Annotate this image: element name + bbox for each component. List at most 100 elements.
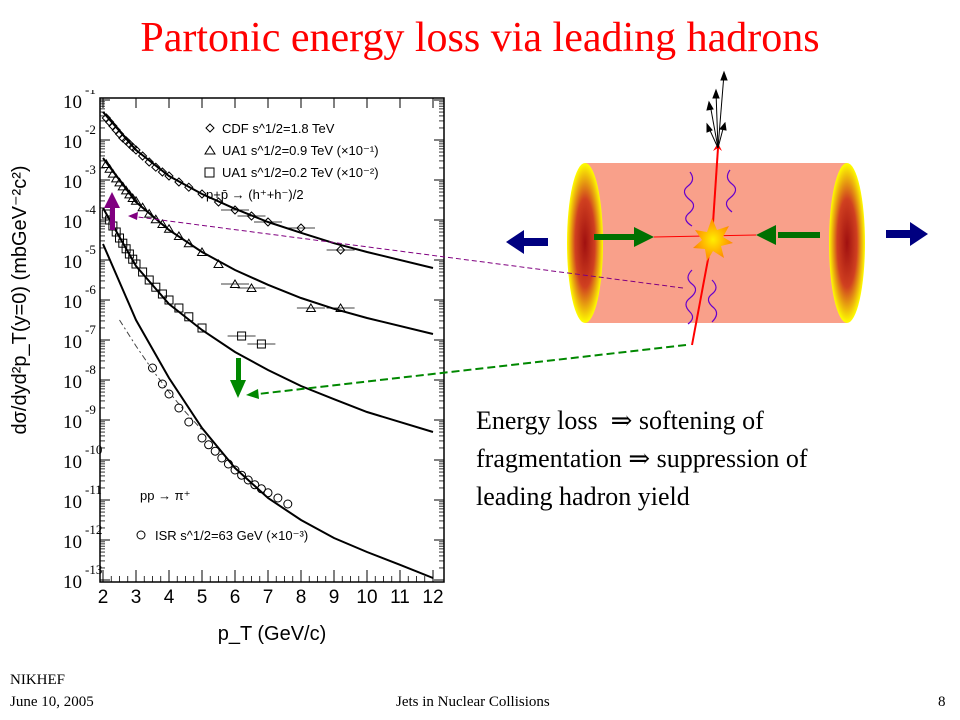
gluon-lower-right bbox=[707, 279, 718, 323]
isr-point bbox=[217, 453, 227, 463]
legend: CDF s^1/2=1.8 TeV UA1 s^1/2=0.9 TeV (×10… bbox=[136, 121, 379, 543]
x-axis-ticks: 2 3 4 5 6 7 8 9 10 11 12 bbox=[98, 98, 444, 608]
collision-illustration bbox=[506, 70, 928, 346]
y-tick-exponent: -1 bbox=[85, 90, 96, 97]
ua1-02-point bbox=[121, 244, 131, 254]
x-tick-label: 12 bbox=[422, 587, 443, 608]
legend-isr: ISR s^1/2=63 GeV (×10⁻³) bbox=[155, 528, 308, 543]
x-tick-label: 2 bbox=[98, 587, 109, 608]
ua1-09-point bbox=[130, 195, 142, 205]
legend-cdf: CDF s^1/2=1.8 TeV bbox=[222, 121, 335, 136]
y-tick-base: 10 bbox=[63, 252, 82, 273]
implies-symbol-1: ⇒ bbox=[610, 406, 633, 435]
isr-point bbox=[184, 417, 194, 427]
x-tick-label: 10 bbox=[356, 587, 377, 608]
y-tick-base: 10 bbox=[63, 212, 82, 233]
cdf-point bbox=[144, 157, 154, 167]
isr-point bbox=[223, 459, 233, 469]
x-tick-label: 8 bbox=[296, 587, 307, 608]
y-tick-base: 10 bbox=[63, 492, 82, 513]
ua1-02-point bbox=[157, 289, 167, 299]
collision-flash bbox=[693, 218, 733, 261]
footer-talk-title: Jets in Nuclear Collisions bbox=[396, 694, 550, 710]
legend-ua1a: UA1 s^1/2=0.9 TeV (×10⁻¹) bbox=[222, 143, 379, 158]
y-tick-exponent: -12 bbox=[85, 522, 102, 537]
cdf-point bbox=[230, 205, 240, 215]
cdf-point bbox=[197, 189, 207, 199]
cdf-point bbox=[131, 145, 141, 155]
isr-point bbox=[273, 493, 283, 503]
green-arrow-right bbox=[756, 225, 820, 245]
cdf-point bbox=[184, 182, 194, 192]
implies-symbol-2: ⇒ bbox=[628, 444, 651, 473]
y-tick-exponent: -2 bbox=[85, 122, 96, 137]
y-axis-label: dσ/dyd²p_T(y=0) (mbGeV⁻²c²) bbox=[9, 165, 31, 434]
footer-organization: NIKHEF bbox=[10, 672, 65, 688]
x-tick-label: 6 bbox=[230, 587, 241, 608]
y-tick-exponent: -9 bbox=[85, 402, 96, 417]
isr-point bbox=[197, 433, 207, 443]
y-tick-base: 10 bbox=[63, 532, 82, 553]
ua1-02-point bbox=[111, 227, 121, 237]
fit-curve bbox=[102, 243, 434, 579]
isr-point bbox=[237, 470, 247, 480]
caption-suppression: suppression of bbox=[656, 444, 808, 473]
y-tick-base: 10 bbox=[63, 332, 82, 353]
y-tick-base: 10 bbox=[63, 132, 82, 153]
ua1-02-point bbox=[118, 238, 128, 248]
y-tick-exponent: -3 bbox=[85, 162, 96, 177]
isr-point bbox=[164, 389, 174, 399]
caption-fragmentation: fragmentation bbox=[476, 444, 622, 473]
cdf-point bbox=[174, 177, 184, 187]
legend-ua1b: UA1 s^1/2=0.2 TeV (×10⁻²) bbox=[222, 165, 379, 180]
right-nucleus bbox=[829, 163, 865, 323]
left-nucleus bbox=[567, 163, 603, 323]
ua1-09-point bbox=[120, 185, 132, 195]
isr-point bbox=[148, 363, 157, 373]
footer-page-number: 8 bbox=[938, 694, 946, 710]
ua1-02-point bbox=[197, 323, 207, 333]
legend-square-marker bbox=[204, 167, 215, 178]
x-axis-label: p_T (GeV/c) bbox=[218, 623, 327, 645]
fragmentation-arrows bbox=[706, 70, 728, 149]
cdf-point bbox=[151, 162, 161, 172]
caption-leading-hadron: leading hadron yield bbox=[476, 482, 690, 511]
cdf-point bbox=[137, 151, 148, 161]
isr-point bbox=[250, 480, 260, 490]
ua1-09-point bbox=[107, 168, 119, 178]
ua1-09-point bbox=[100, 159, 112, 168]
ua1-09-point bbox=[104, 163, 115, 173]
x-tick-label: 11 bbox=[390, 587, 410, 608]
y-tick-base: 10 bbox=[63, 172, 82, 193]
x-tick-label: 9 bbox=[329, 587, 340, 608]
ua1-02-point bbox=[128, 254, 138, 264]
y-tick-base: 10 bbox=[63, 292, 82, 313]
caption-energy-loss: Energy loss bbox=[476, 406, 598, 435]
isr-point bbox=[256, 484, 266, 494]
ua1-02-point bbox=[115, 233, 124, 243]
y-tick-exponent: -8 bbox=[85, 362, 96, 377]
y-tick-base: 10 bbox=[63, 412, 82, 433]
slide-title: Partonic energy loss via leading hadrons bbox=[140, 15, 820, 61]
legend-reaction-ppbar: p+p̄ → (h⁺+h⁻)/2 bbox=[206, 187, 304, 202]
legend-triangle-marker bbox=[204, 145, 216, 155]
y-tick-exponent: -4 bbox=[85, 202, 96, 217]
caption: Energy loss ⇒ softening of fragmentation… bbox=[476, 402, 946, 516]
gluon-lower-left bbox=[685, 269, 697, 325]
ua1-09-point bbox=[137, 202, 148, 212]
cdf-point bbox=[164, 171, 174, 181]
ua1-02-point bbox=[174, 303, 184, 313]
footer-date: June 10, 2005 bbox=[10, 694, 94, 710]
ua1-09-point bbox=[124, 189, 135, 199]
y-tick-exponent: -10 bbox=[85, 442, 102, 457]
x-tick-label: 7 bbox=[263, 587, 274, 608]
x-tick-label: 3 bbox=[131, 587, 142, 608]
y-tick-base: 10 bbox=[63, 92, 82, 113]
y-tick-exponent: -11 bbox=[85, 482, 102, 497]
y-tick-exponent: -6 bbox=[85, 282, 96, 297]
isr-point bbox=[210, 446, 220, 456]
gluon-upper-left bbox=[683, 171, 695, 227]
isr-point bbox=[174, 403, 184, 413]
ua1-02-point bbox=[124, 249, 134, 259]
cdf-point bbox=[157, 167, 168, 177]
